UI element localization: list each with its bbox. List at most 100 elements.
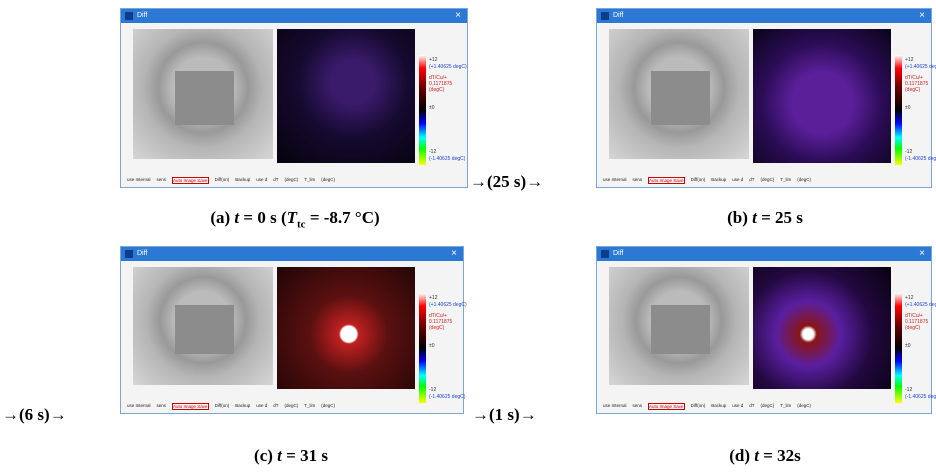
toolbar-label: use d [256,177,267,184]
caption-subscript: tc [297,218,306,230]
toolbar-label: Diff(on) [691,403,706,410]
thermal-image [753,267,891,389]
scale-label: -12 [905,387,912,393]
toolbar-label: (degC) [761,177,775,184]
caption: (a) t = 0 s (Ttc = -8.7 °C) [210,208,379,230]
caption-label: (b) [727,208,748,227]
caption-label: (a) [210,208,230,227]
color-scale [419,293,426,403]
toolbar-label: sens [633,177,643,184]
visible-image [133,29,273,159]
scale-label: +12 [905,295,913,301]
toolbar-label: sens [157,403,167,410]
scale-label: (+1.40625 degC) [429,64,467,70]
toolbar-label: (degC) [321,403,335,410]
caption: (c) t = 31 s [254,446,328,466]
scale-label: ±0 [905,105,911,111]
toolbar-label: (degC) [761,403,775,410]
scale-label: (degC) [905,87,920,93]
scale-label: +12 [429,57,437,63]
toolbar-label: sens [157,177,167,184]
scale-label: -12 [429,387,436,393]
caption: (b) t = 25 s [727,208,803,228]
scale-label: (-1.40625 degC) [429,156,465,162]
scale-label: -12 [429,149,436,155]
color-scale [895,293,902,403]
toolbar-label: Backup [235,403,250,410]
toolbar-label: dT [273,177,278,184]
thermal-image [277,29,415,163]
toolbar-label: use Internal [127,403,151,410]
app-window: Diff+12(+1.40625 degC)dT/Cu/+0.1171875(d… [596,8,932,188]
figure: Diff+12(+1.40625 degC)dT/Cu/+0.1171875(d… [0,0,936,474]
toolbar-label: Backup [711,177,726,184]
toolbar-label: (degC) [797,177,811,184]
caption-variable: T [287,208,297,227]
toolbar-label: use Internal [603,403,627,410]
visible-image [133,267,273,385]
toolbar-label: dT [749,177,754,184]
toolbar-label: sens [633,403,643,410]
toolbar-label: (degC) [285,403,299,410]
toolbar-label: Diff(on) [215,403,230,410]
visible-image [609,267,749,385]
thermal-image [753,29,891,163]
title-bar: Diff [121,9,467,23]
scale-label: (-1.40625 degC) [905,394,936,400]
scale-label: (-1.40625 degC) [429,394,465,400]
caption-variable: t [754,446,759,465]
scale-label: ±0 [429,105,435,111]
color-scale [419,55,426,165]
toolbar-label: Auto Image Save [648,177,685,184]
caption-variable: t [277,446,282,465]
scale-label: ±0 [429,343,435,349]
scale-label: ±0 [905,343,911,349]
scale-label: (degC) [905,325,920,331]
app-window: Diff+12(+1.40625 degC)dT/Cu/+0.1171875(d… [596,246,932,414]
toolbar-label: Backup [235,177,250,184]
scale-label: +12 [905,57,913,63]
caption-variable: t [752,208,757,227]
toolbar-label: Backup [711,403,726,410]
caption-text: = 0 s ( [243,208,286,227]
caption: (d) t = 32s [729,446,801,466]
caption-text: = 25 s [761,208,803,227]
toolbar-label: (degC) [321,177,335,184]
caption-text: = 32s [763,446,801,465]
visible-image [609,29,749,159]
toolbar: use Internal sens Auto Image Save Diff(on) B… [603,177,927,184]
scale-label: (+1.40625 degC) [905,64,936,70]
toolbar-label: Diff(on) [215,177,230,184]
caption-variable: t [234,208,239,227]
toolbar-label: Auto Image Save [648,403,685,410]
thermal-image [277,267,415,389]
app-window: Diff+12(+1.40625 degC)dT/Cu/+0.1171875(d… [120,8,468,188]
title-bar: Diff [121,247,463,261]
caption-label: (c) [254,446,273,465]
app-window: Diff+12(+1.40625 degC)dT/Cu/+0.1171875(d… [120,246,464,414]
color-scale [895,55,902,165]
scale-label: (+1.40625 degC) [429,302,467,308]
caption-text: = -8.7 °C) [310,208,380,227]
caption-label: (d) [729,446,750,465]
time-arrow: →(6 s)→ [2,405,67,425]
scale-label: +12 [429,295,437,301]
scale-label: (-1.40625 degC) [905,156,936,162]
scale-label: -12 [905,149,912,155]
title-bar: Diff [597,247,931,261]
time-arrow: →(1 s)→ [472,405,537,425]
scale-label: (+1.40625 degC) [905,302,936,308]
toolbar: use Internal sens Auto Image Save Diff(on) B… [603,403,927,410]
toolbar-label: T_lim [780,403,791,410]
toolbar-label: use d [732,177,743,184]
toolbar-label: (degC) [285,177,299,184]
toolbar-label: Auto Image Save [172,177,209,184]
toolbar-label: Diff(on) [691,177,706,184]
toolbar-label: use d [256,403,267,410]
toolbar-label: T_lim [780,177,791,184]
time-arrow: →(25 s)→ [470,172,543,192]
scale-label: (degC) [429,87,444,93]
toolbar-label: (degC) [797,403,811,410]
toolbar-label: use Internal [603,177,627,184]
